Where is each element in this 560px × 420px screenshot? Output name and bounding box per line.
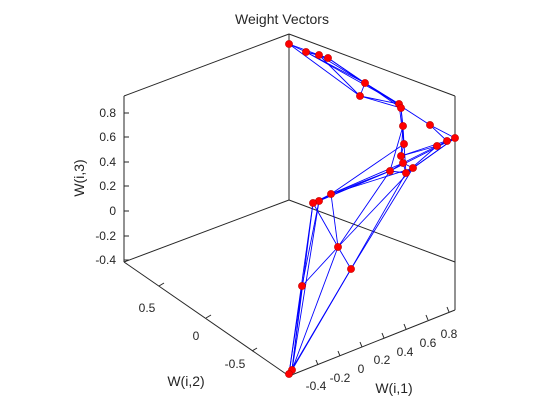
weight-vector-point-11 xyxy=(443,137,451,145)
network-edge-47 xyxy=(350,167,414,270)
z-tick-label: 0.8 xyxy=(99,106,116,120)
chart-title: Weight Vectors xyxy=(235,11,329,27)
edges-layer xyxy=(288,43,456,375)
network-edge-46 xyxy=(337,246,352,270)
y-tick-label: 0 xyxy=(193,329,200,343)
network-edge-45 xyxy=(330,193,339,248)
network-edge-59 xyxy=(330,143,405,195)
y-axis-label: W(i,2) xyxy=(167,373,204,389)
weight-vector-point-4 xyxy=(361,79,369,87)
x-tick-label: -0.2 xyxy=(330,371,351,385)
weight-vector-point-22 xyxy=(334,243,342,251)
weight-vector-point-8 xyxy=(399,122,407,130)
network-edge-66 xyxy=(389,125,404,172)
y-axis: 0.5 0 -0.5 W(i,2) xyxy=(139,282,258,389)
weight-vector-point-0 xyxy=(285,40,293,48)
x-tick-label: 0 xyxy=(358,362,365,376)
z-tick-label: 0.4 xyxy=(99,155,116,169)
weight-vector-point-9 xyxy=(400,140,408,148)
weight-vector-point-15 xyxy=(399,159,407,167)
network-edge-5 xyxy=(288,43,361,97)
network-edge-49 xyxy=(301,246,339,287)
z-axis: 0.8 0.6 0.4 0.2 0 -0.2 -0.4 W(i,3) xyxy=(71,106,129,267)
network-edge-50 xyxy=(301,200,320,287)
network-edge-11 xyxy=(359,95,400,105)
weight-vector-point-2 xyxy=(315,51,323,59)
network-edge-48 xyxy=(337,170,391,248)
x-tick-label: 0.4 xyxy=(397,345,414,359)
y-tick-label: 0.5 xyxy=(139,301,156,315)
weight-vector-point-19 xyxy=(327,190,335,198)
network-edge-12 xyxy=(359,95,402,109)
x-tick-label: -0.4 xyxy=(306,379,327,393)
weight-vector-point-1 xyxy=(302,48,310,56)
z-tick-label: 0 xyxy=(109,204,116,218)
network-edge-32 xyxy=(403,143,407,174)
z-tick-label: -0.4 xyxy=(95,253,116,267)
weight-vector-point-5 xyxy=(356,92,364,100)
z-tick-label: -0.2 xyxy=(95,229,116,243)
network-edge-56 xyxy=(288,268,352,375)
z-tick-label: 0.6 xyxy=(99,130,116,144)
network-edge-28 xyxy=(402,145,438,164)
x-tick-label: 0.8 xyxy=(441,327,458,341)
z-tick-label: 0.2 xyxy=(99,179,116,193)
x-tick-label: 0.2 xyxy=(374,353,391,367)
weight-vector-point-12 xyxy=(451,134,459,142)
network-edge-58 xyxy=(350,172,407,270)
network-edge-22 xyxy=(429,124,456,139)
x-axis: -0.4 -0.2 0 0.2 0.4 0.6 0.8 W(i,1) xyxy=(306,306,458,396)
weight-vector-point-21 xyxy=(309,199,317,207)
weight-vector-point-26 xyxy=(285,370,293,378)
network-edge-64 xyxy=(318,54,361,97)
nodes-layer xyxy=(285,40,459,378)
weight-vector-point-3 xyxy=(324,54,332,62)
z-axis-label: W(i,3) xyxy=(71,159,87,196)
weight-vector-point-17 xyxy=(402,169,410,177)
weight-vector-point-18 xyxy=(386,167,394,175)
y-tick-label: -0.5 xyxy=(225,357,246,371)
x-tick-label: 0.6 xyxy=(420,336,437,350)
weight-vector-point-13 xyxy=(433,142,441,150)
network-edge-68 xyxy=(337,167,414,248)
weight-vector-point-10 xyxy=(426,121,434,129)
weight-vector-point-16 xyxy=(409,164,417,172)
weight-vector-point-23 xyxy=(347,265,355,273)
axes-box xyxy=(123,33,456,377)
weight-vector-point-7 xyxy=(397,104,405,112)
weight-vector-point-14 xyxy=(397,152,405,160)
network-edge-53 xyxy=(291,246,339,371)
network-edge-44 xyxy=(312,202,339,248)
x-axis-label: W(i,1) xyxy=(375,380,412,396)
weight-vector-point-24 xyxy=(298,282,306,290)
